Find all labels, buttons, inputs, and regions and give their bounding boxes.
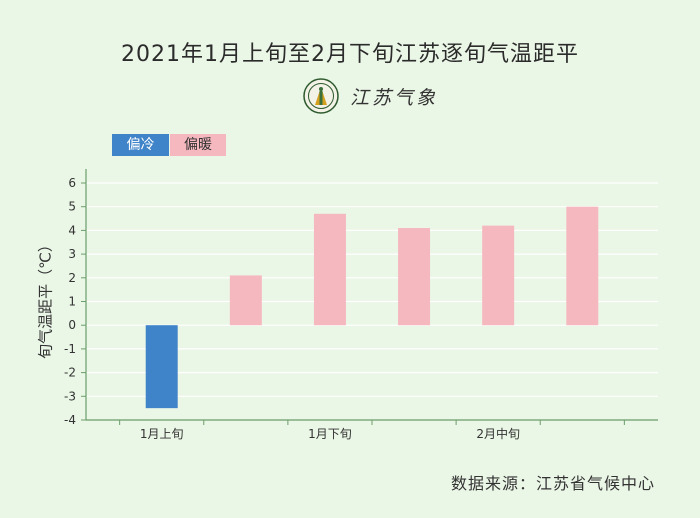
y-tick-label: -2: [64, 366, 76, 380]
legend-cold: 偏冷: [112, 134, 169, 156]
y-tick-label: -1: [64, 342, 76, 356]
data-source: 数据来源：江苏省气候中心: [450, 474, 655, 493]
brand-name: 江苏气象: [350, 87, 439, 109]
x-tick-label: 2月中旬: [476, 426, 520, 441]
bar-1月下旬: [313, 213, 346, 326]
legend-warm: 偏暖: [170, 134, 226, 156]
chart-title: 2021年1月上旬至2月下旬江苏逐旬气温距平: [121, 42, 579, 67]
x-tick-label: 1月下旬: [308, 427, 352, 441]
y-tick-label: 0: [68, 318, 76, 332]
x-tick-label: 1月上旬: [140, 427, 184, 441]
y-tick-label: -3: [64, 389, 76, 403]
bar-1月中旬: [229, 275, 262, 326]
y-tick-label: 3: [68, 247, 76, 261]
jiangsu-meteorology-logo: [303, 78, 339, 114]
bar-1月上旬: [145, 325, 178, 409]
y-tick-label: 4: [68, 223, 76, 237]
y-tick-label: 6: [68, 176, 76, 190]
bar-2月下旬: [566, 206, 599, 326]
y-tick-label: 1: [68, 295, 76, 309]
y-tick-label: -4: [64, 413, 76, 427]
bar-2月中旬: [482, 225, 515, 326]
y-tick-label: 2: [68, 271, 76, 285]
bar-2月上旬: [398, 228, 431, 326]
y-tick-label: 5: [68, 200, 76, 214]
